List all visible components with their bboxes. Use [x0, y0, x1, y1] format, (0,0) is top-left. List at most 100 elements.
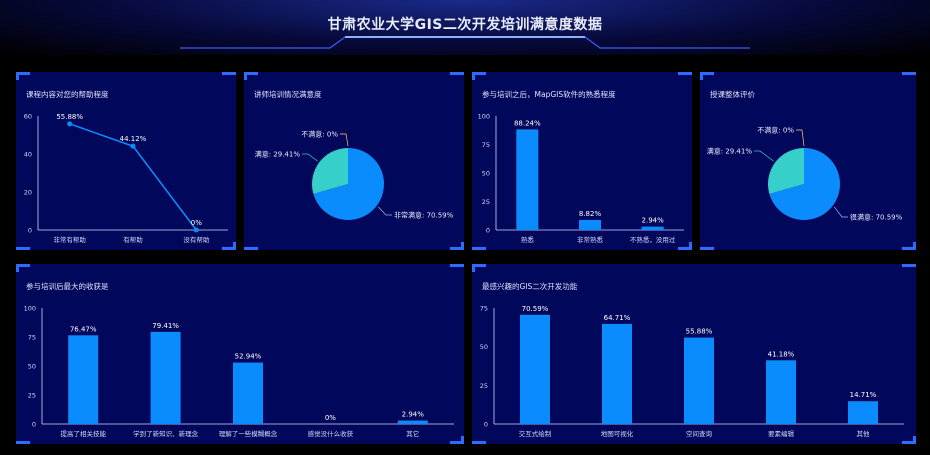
panel-corner-decoration	[244, 72, 258, 75]
data-label: 0%	[325, 414, 336, 422]
x-tick-label: 其它	[406, 429, 419, 438]
panel-corner-decoration	[450, 264, 464, 267]
x-tick-label: 地图可视化	[601, 429, 634, 438]
panel-corner-decoration	[678, 72, 692, 75]
pie-label-leader	[796, 129, 805, 147]
panel-corner-decoration	[461, 436, 464, 444]
panel-corner-decoration	[16, 247, 30, 250]
x-tick-label: 不熟悉，没用过	[630, 235, 676, 244]
y-tick-label: 60	[24, 113, 32, 121]
data-label: 76.47%	[70, 325, 97, 333]
panel-corner-decoration	[902, 72, 916, 75]
panel-overall-evaluation: 授课整体评价 很满意: 70.59% 满意: 29.41% 不满意: 0%	[700, 72, 916, 250]
panel-corner-decoration	[16, 72, 19, 80]
panel-corner-decoration	[450, 72, 464, 75]
bar	[520, 314, 550, 424]
x-tick-label: 感觉没什么收获	[308, 429, 354, 438]
pie-slice	[312, 148, 348, 194]
pie-label: 不满意: 0%	[301, 130, 338, 139]
panel-corner-decoration	[700, 72, 714, 75]
y-tick-label: 0	[28, 227, 32, 235]
pie-label: 非常满意: 70.59%	[394, 211, 454, 220]
data-label: 0%	[191, 219, 202, 227]
x-tick-label: 学到了新知识、新理念	[133, 429, 199, 438]
panel-corner-decoration	[244, 247, 258, 250]
panel-corner-decoration	[472, 247, 486, 250]
header-decoration	[180, 36, 750, 49]
y-tick-label: 0	[486, 227, 490, 235]
x-tick-label: 没有帮助	[183, 235, 210, 244]
pie-label-leader	[834, 206, 848, 218]
panel-corner-decoration	[700, 247, 714, 250]
data-label: 14.71%	[850, 391, 877, 399]
x-tick-label: 有帮助	[123, 235, 143, 244]
panel-corner-decoration	[16, 72, 30, 75]
y-tick-label: 0	[32, 421, 36, 429]
data-point	[130, 143, 136, 149]
bar-chart-interest: 0 25 50 75 70.59% 交互式绘制 64.71% 地图可视化 55.88% 空间查询 4…	[480, 305, 904, 438]
data-label: 64.71%	[604, 314, 631, 322]
pie-label: 很满意: 70.59%	[850, 213, 903, 222]
y-tick-label: 0	[484, 421, 488, 429]
panel-corner-decoration	[472, 72, 486, 75]
y-tick-label: 50	[482, 170, 490, 178]
x-tick-label: 其他	[857, 429, 871, 438]
pie-label: 满意: 29.41%	[707, 147, 753, 156]
panel-corner-decoration	[902, 441, 916, 444]
panel-corner-decoration	[16, 264, 19, 272]
data-label: 79.41%	[152, 322, 179, 330]
bar	[641, 226, 664, 230]
pie-slice	[313, 148, 384, 220]
panel-course-help: 课程内容对您的帮助程度 0 20 40 60 55.88% 非常有帮助 44.12% 有帮助 0…	[16, 72, 236, 250]
bar	[579, 219, 601, 230]
panel-corner-decoration	[472, 441, 486, 444]
panel-corner-decoration	[689, 242, 692, 250]
panel-corner-decoration	[461, 242, 464, 250]
panel-title: 授课整体评价	[710, 90, 755, 99]
data-label: 52.94%	[235, 353, 262, 361]
bar	[68, 335, 99, 424]
panel-corner-decoration	[222, 247, 236, 250]
panel-title: 参与培训后最大的收获是	[26, 282, 109, 291]
x-tick-label: 空间查询	[686, 429, 713, 438]
bar	[397, 420, 428, 424]
pie-label-leader	[302, 153, 318, 162]
bar	[684, 337, 714, 424]
x-tick-label: 非常熟悉	[577, 235, 604, 244]
x-tick-label: 非常有帮助	[53, 235, 86, 244]
panel-corner-decoration	[472, 72, 475, 80]
pie-label-leader	[754, 150, 774, 162]
panel-corner-decoration	[222, 72, 236, 75]
panel-corner-decoration	[700, 72, 703, 80]
y-tick-label: 40	[24, 151, 32, 159]
panel-corner-decoration	[450, 441, 464, 444]
y-tick-label: 75	[482, 141, 490, 149]
panel-title: 参与培训之后，MapGIS软件的熟悉程度	[482, 90, 616, 99]
panel-corner-decoration	[472, 264, 486, 267]
line-chart-course-help: 0 20 40 60 55.88% 非常有帮助 44.12% 有帮助 0% 没有帮助	[24, 113, 228, 244]
panel-title: 最感兴趣的GIS二次开发功能	[482, 282, 578, 291]
x-tick-label: 提高了相关技能	[60, 429, 106, 438]
panel-corner-decoration	[902, 264, 916, 267]
pie-label: 不满意: 0%	[757, 126, 794, 135]
y-tick-label: 50	[28, 363, 36, 371]
panel-title: 课程内容对您的帮助程度	[26, 90, 109, 99]
y-tick-label: 75	[480, 305, 488, 313]
bar	[848, 401, 878, 424]
data-label: 70.59%	[522, 305, 549, 313]
page-title: 甘肃农业大学GIS二次开发培训满意度数据	[327, 17, 603, 33]
data-point	[193, 227, 199, 233]
panel-corner-decoration	[902, 247, 916, 250]
x-tick-label: 交互式绘制	[519, 429, 552, 438]
y-tick-label: 25	[482, 198, 490, 206]
bar	[516, 129, 539, 230]
panel-instructor-satisfaction: 讲师培训情况满意度 非常满意: 70.59% 满意: 29.41% 不满意: 0%	[244, 72, 464, 250]
data-label: 41.18%	[768, 350, 795, 358]
x-tick-label: 理解了一些模糊概念	[219, 429, 278, 438]
y-tick-label: 100	[478, 113, 490, 121]
data-label: 88.24%	[514, 119, 541, 127]
panel-corner-decoration	[913, 242, 916, 250]
y-tick-label: 50	[480, 343, 488, 351]
pie-label-leader	[378, 206, 392, 216]
data-label: 55.88%	[56, 113, 83, 121]
